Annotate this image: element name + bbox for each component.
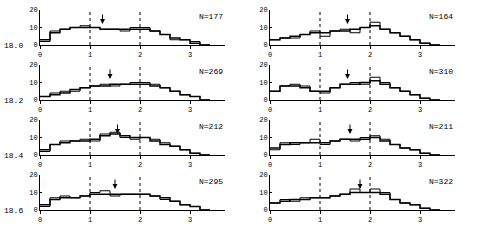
svg-text:3: 3	[418, 51, 422, 59]
svg-text:0: 0	[38, 106, 42, 114]
svg-text:1: 1	[88, 106, 92, 114]
svg-text:18.0: 18.0	[4, 41, 23, 50]
svg-text:20: 20	[259, 116, 267, 124]
svg-text:10: 10	[259, 79, 267, 87]
svg-text:N=295: N=295	[199, 177, 223, 186]
svg-text:2: 2	[368, 216, 372, 224]
svg-text:N=310: N=310	[429, 67, 453, 76]
svg-text:18.6: 18.6	[4, 206, 23, 215]
svg-text:1: 1	[318, 161, 322, 169]
svg-text:N=269: N=269	[199, 67, 223, 76]
svg-text:2: 2	[368, 51, 372, 59]
svg-text:20: 20	[29, 171, 37, 179]
svg-text:1: 1	[318, 51, 322, 59]
svg-text:0: 0	[38, 161, 42, 169]
svg-text:0: 0	[268, 216, 272, 224]
svg-text:2: 2	[138, 216, 142, 224]
svg-text:1: 1	[88, 216, 92, 224]
svg-text:18.4: 18.4	[4, 151, 23, 160]
svg-text:18.2: 18.2	[4, 96, 23, 105]
svg-text:0: 0	[33, 151, 37, 159]
svg-text:10: 10	[29, 189, 37, 197]
svg-text:0: 0	[263, 41, 267, 49]
svg-text:3: 3	[188, 216, 192, 224]
svg-text:2: 2	[368, 106, 372, 114]
svg-text:N=177: N=177	[199, 12, 223, 21]
svg-text:10: 10	[259, 189, 267, 197]
svg-text:0: 0	[268, 106, 272, 114]
svg-text:20: 20	[29, 6, 37, 14]
svg-text:0: 0	[268, 51, 272, 59]
svg-text:0: 0	[263, 96, 267, 104]
svg-text:1: 1	[88, 51, 92, 59]
svg-text:20: 20	[29, 61, 37, 69]
svg-text:2: 2	[368, 161, 372, 169]
svg-text:0: 0	[263, 151, 267, 159]
svg-text:20: 20	[259, 61, 267, 69]
svg-text:10: 10	[259, 134, 267, 142]
svg-text:0: 0	[33, 206, 37, 214]
svg-text:1: 1	[318, 216, 322, 224]
svg-text:1: 1	[318, 106, 322, 114]
svg-text:3: 3	[418, 106, 422, 114]
svg-text:20: 20	[29, 116, 37, 124]
svg-text:2: 2	[138, 161, 142, 169]
svg-text:2: 2	[138, 51, 142, 59]
svg-text:N=211: N=211	[429, 122, 453, 131]
svg-text:3: 3	[418, 161, 422, 169]
svg-text:3: 3	[418, 216, 422, 224]
svg-text:20: 20	[259, 6, 267, 14]
svg-text:3: 3	[188, 51, 192, 59]
svg-text:0: 0	[38, 216, 42, 224]
svg-text:0: 0	[38, 51, 42, 59]
svg-text:10: 10	[259, 24, 267, 32]
svg-text:0: 0	[263, 206, 267, 214]
svg-text:3: 3	[188, 106, 192, 114]
svg-text:N=164: N=164	[429, 12, 453, 21]
svg-text:1: 1	[88, 161, 92, 169]
svg-text:3: 3	[188, 161, 192, 169]
svg-text:N=212: N=212	[199, 122, 223, 131]
svg-text:10: 10	[29, 24, 37, 32]
svg-text:0: 0	[268, 161, 272, 169]
svg-text:N=322: N=322	[429, 177, 453, 186]
svg-text:2: 2	[138, 106, 142, 114]
svg-text:10: 10	[29, 134, 37, 142]
svg-text:0: 0	[33, 41, 37, 49]
svg-text:10: 10	[29, 79, 37, 87]
svg-text:0: 0	[33, 96, 37, 104]
svg-text:20: 20	[259, 171, 267, 179]
